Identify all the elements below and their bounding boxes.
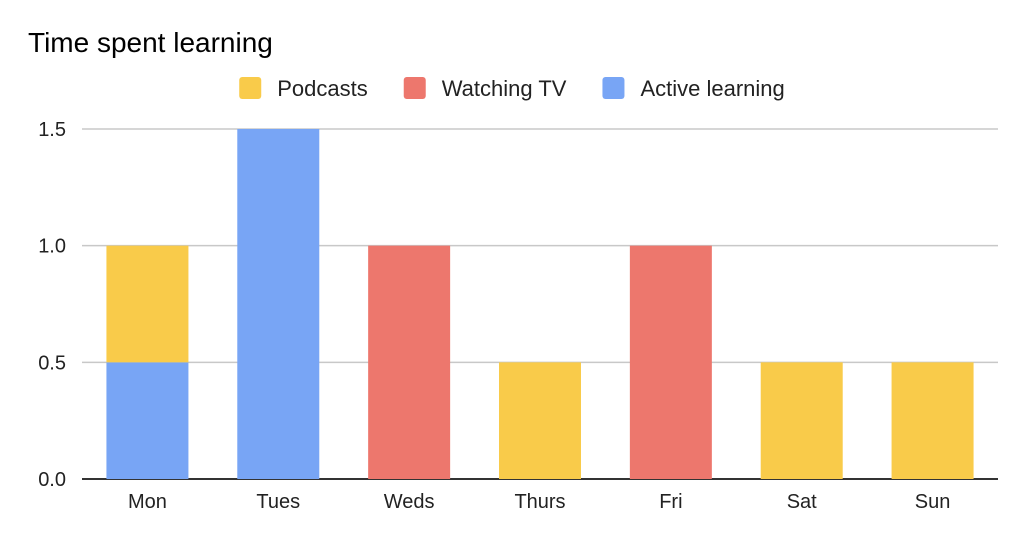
legend-label: Active learning — [640, 76, 784, 101]
y-tick-label: 1.0 — [38, 236, 66, 258]
chart-bars — [106, 129, 974, 479]
x-tick-label: Fri — [659, 491, 682, 513]
y-tick-label: 0.5 — [38, 352, 66, 374]
bar-sun-podcasts — [891, 362, 974, 479]
bar-weds-watching-tv — [368, 245, 451, 479]
bar-sat-podcasts — [760, 362, 843, 479]
legend-label: Podcasts — [277, 76, 368, 101]
x-tick-label: Mon — [128, 491, 167, 513]
legend-swatch-watching-tv — [403, 77, 426, 99]
legend-label: Watching TV — [442, 76, 567, 101]
y-axis: 0.0 0.5 1.0 1.5 — [38, 119, 66, 491]
bar-fri-watching-tv — [629, 245, 712, 479]
x-tick-label: Sun — [915, 491, 951, 513]
bar-thurs-podcasts — [499, 362, 581, 479]
bar-mon-podcasts — [106, 245, 189, 363]
x-tick-label: Weds — [384, 491, 435, 513]
chart-title: Time spent learning — [28, 27, 273, 58]
chart-legend: Podcasts Watching TV Active learning — [239, 76, 785, 101]
x-tick-label: Sat — [787, 491, 817, 513]
y-tick-label: 0.0 — [38, 469, 66, 491]
bar-tues-active-learning — [237, 129, 320, 479]
legend-swatch-active-learning — [602, 77, 625, 99]
legend-swatch-podcasts — [239, 77, 262, 99]
x-axis: Mon Tues Weds Thurs Fri Sat Sun — [128, 491, 950, 513]
bar-mon-active-learning — [106, 362, 189, 479]
x-tick-label: Tues — [256, 491, 300, 513]
x-tick-label: Thurs — [514, 491, 565, 513]
y-tick-label: 1.5 — [38, 119, 66, 141]
